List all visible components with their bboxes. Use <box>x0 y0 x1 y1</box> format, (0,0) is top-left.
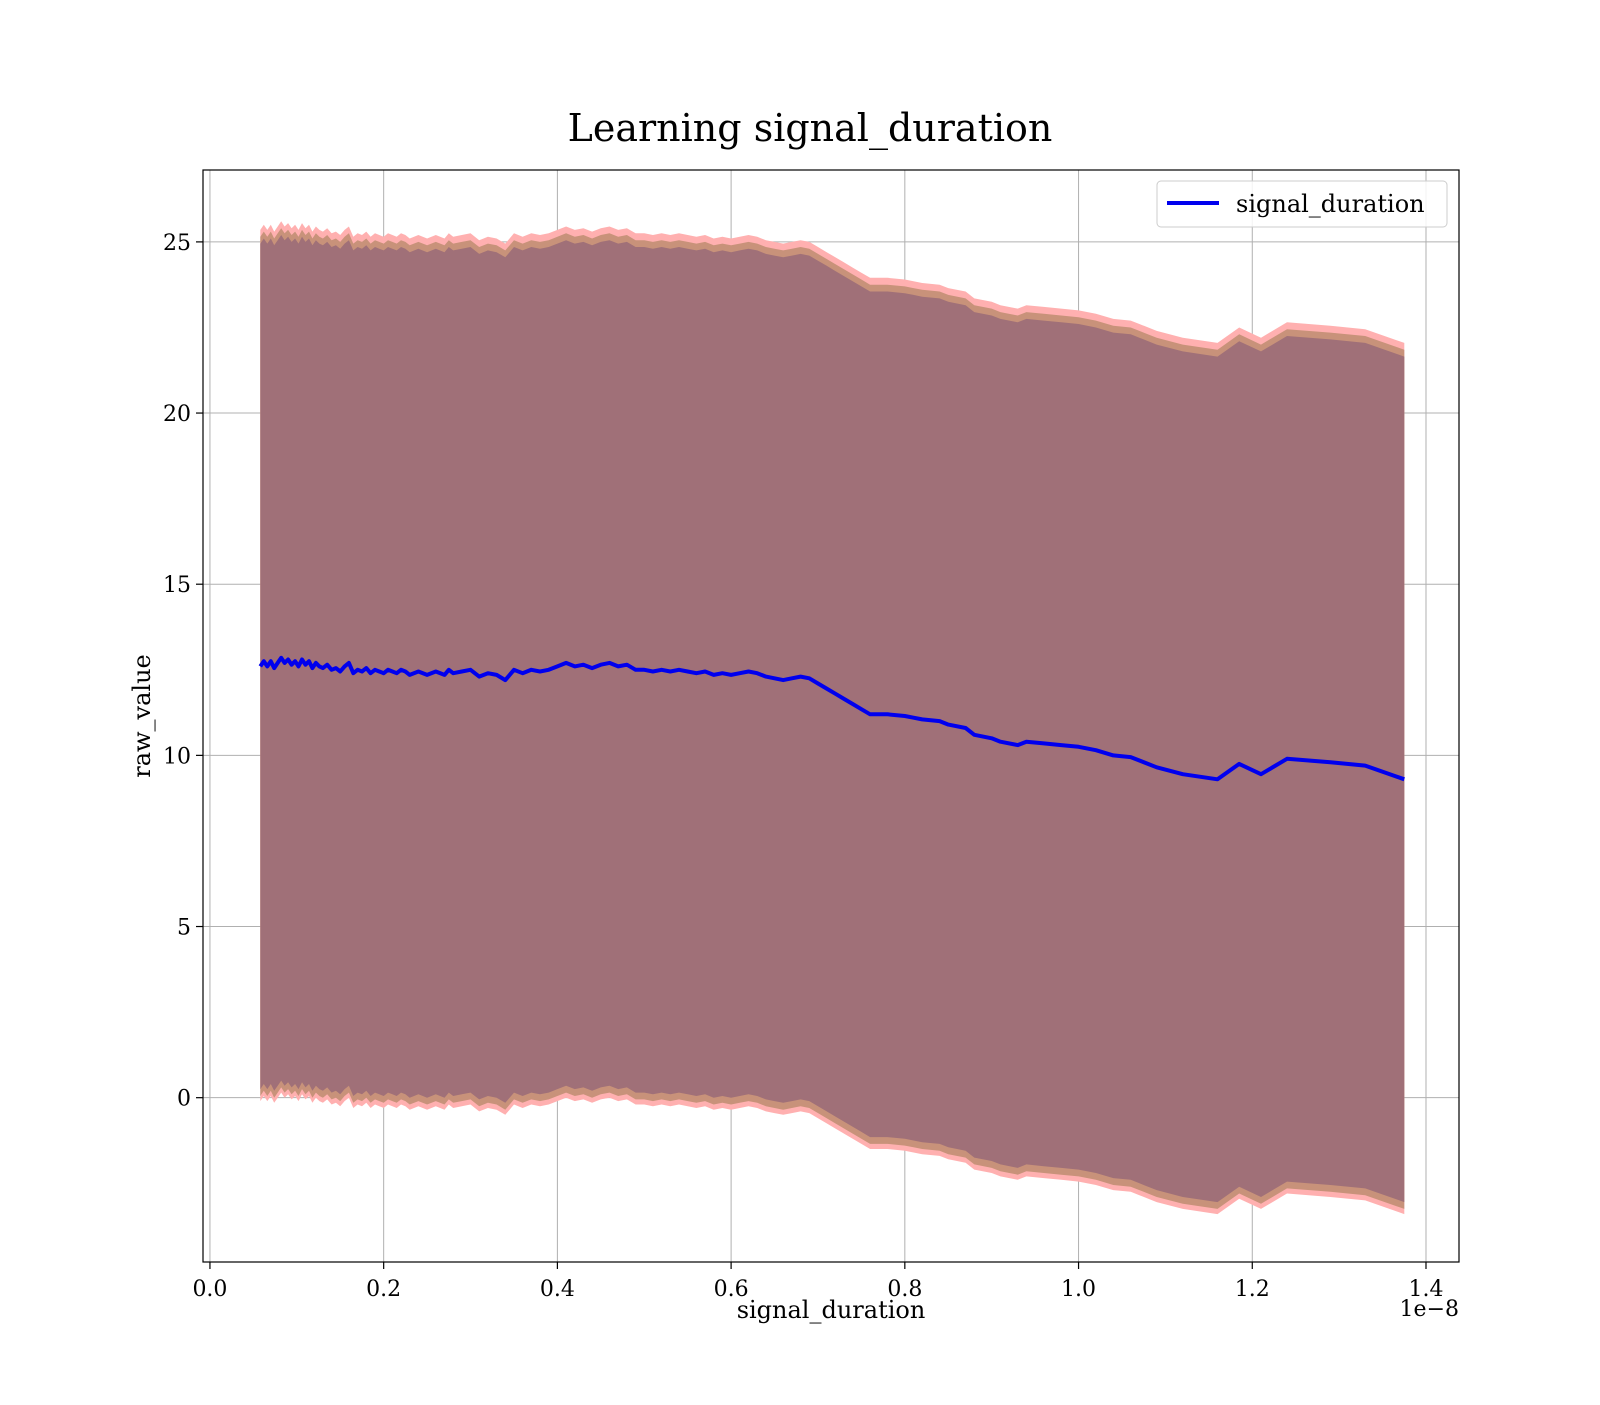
confidence-bands <box>260 221 1405 1215</box>
x-tick-label: 0.0 <box>192 1277 227 1302</box>
series-line-layer <box>258 655 1405 782</box>
x-tick-label: 0.6 <box>714 1277 749 1302</box>
y-tick-label: 20 <box>163 402 191 427</box>
x-tick-label: 0.2 <box>366 1277 401 1302</box>
plot-frame <box>202 169 1460 1263</box>
y-tick-label: 0 <box>177 1087 191 1112</box>
x-axis-label: signal_duration <box>737 1296 926 1324</box>
y-tick-label: 25 <box>163 231 191 256</box>
x-axis-ticks: 0.0 0.2 0.4 0.6 0.8 1.0 1.2 1.4 <box>192 1262 1443 1302</box>
chart-title: Learning signal_duration <box>568 106 1053 151</box>
legend: signal_duration <box>1156 180 1448 228</box>
y-tick-label: 5 <box>177 916 191 941</box>
y-tick-label: 15 <box>163 573 191 598</box>
x-tick-label: 1.0 <box>1061 1277 1096 1302</box>
x-tick-label: 1.2 <box>1235 1277 1270 1302</box>
y-tick-label: 10 <box>163 744 191 769</box>
y-axis-ticks: 0 5 10 15 20 25 <box>163 231 203 1112</box>
x-tick-label: 0.4 <box>540 1277 575 1302</box>
x-tick-label: 1.4 <box>1408 1277 1443 1302</box>
x-axis-offset-label: 1e−8 <box>1400 1297 1459 1322</box>
series-line-signal-duration <box>258 655 1405 782</box>
legend-label-signal-duration: signal_duration <box>1236 190 1425 218</box>
band-inner <box>260 235 1405 1203</box>
x-tick-label: 0.8 <box>887 1277 922 1302</box>
legend-box <box>1156 180 1448 228</box>
y-axis-label: raw_value <box>128 654 156 778</box>
